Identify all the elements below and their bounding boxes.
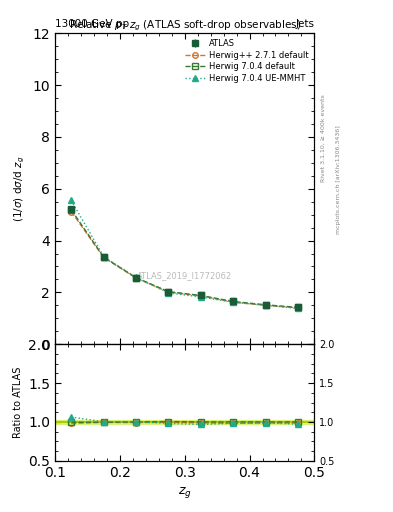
Herwig 7.0.4 UE-MMHT bbox=[101, 253, 106, 260]
Line: Herwig 7.0.4 UE-MMHT: Herwig 7.0.4 UE-MMHT bbox=[68, 198, 301, 311]
Herwig 7.0.4 default bbox=[198, 292, 203, 298]
Legend: ATLAS, Herwig++ 2.7.1 default, Herwig 7.0.4 default, Herwig 7.0.4 UE-MMHT: ATLAS, Herwig++ 2.7.1 default, Herwig 7.… bbox=[183, 37, 310, 84]
Herwig 7.0.4 UE-MMHT bbox=[134, 274, 138, 281]
Herwig 7.0.4 default bbox=[101, 254, 106, 260]
Herwig 7.0.4 default bbox=[231, 298, 236, 305]
X-axis label: $z_g$: $z_g$ bbox=[178, 485, 192, 500]
Y-axis label: $(1/\sigma)$ d$\sigma$/d $z_g$: $(1/\sigma)$ d$\sigma$/d $z_g$ bbox=[13, 156, 27, 222]
Title: Relative $p_T$ $z_g$ (ATLAS soft-drop observables): Relative $p_T$ $z_g$ (ATLAS soft-drop ob… bbox=[68, 19, 301, 33]
Text: mcplots.cern.ch [arXiv:1306.3436]: mcplots.cern.ch [arXiv:1306.3436] bbox=[336, 125, 341, 233]
Text: ATLAS_2019_I1772062: ATLAS_2019_I1772062 bbox=[137, 271, 232, 280]
Herwig++ 2.7.1 default bbox=[198, 293, 203, 299]
Herwig 7.0.4 UE-MMHT bbox=[166, 290, 171, 296]
Y-axis label: Ratio to ATLAS: Ratio to ATLAS bbox=[13, 367, 23, 438]
Text: Rivet 3.1.10, ≥ 400k events: Rivet 3.1.10, ≥ 400k events bbox=[320, 94, 325, 182]
Herwig 7.0.4 default bbox=[69, 207, 73, 213]
Herwig++ 2.7.1 default bbox=[166, 289, 171, 295]
Herwig++ 2.7.1 default bbox=[69, 208, 73, 215]
Herwig 7.0.4 UE-MMHT bbox=[69, 197, 73, 203]
Herwig++ 2.7.1 default bbox=[101, 254, 106, 261]
Line: Herwig++ 2.7.1 default: Herwig++ 2.7.1 default bbox=[68, 209, 301, 311]
Herwig++ 2.7.1 default bbox=[263, 302, 268, 308]
Text: 13000 GeV pp: 13000 GeV pp bbox=[55, 18, 129, 29]
Herwig 7.0.4 default bbox=[296, 304, 301, 310]
Herwig 7.0.4 UE-MMHT bbox=[263, 302, 268, 308]
Line: Herwig 7.0.4 default: Herwig 7.0.4 default bbox=[68, 207, 301, 310]
Herwig++ 2.7.1 default bbox=[134, 275, 138, 281]
Herwig 7.0.4 UE-MMHT bbox=[198, 294, 203, 300]
Bar bbox=[55, 420, 314, 424]
Text: Jets: Jets bbox=[296, 18, 314, 29]
Herwig 7.0.4 default bbox=[134, 274, 138, 281]
Herwig 7.0.4 UE-MMHT bbox=[231, 299, 236, 305]
Herwig++ 2.7.1 default bbox=[296, 305, 301, 311]
Herwig 7.0.4 default bbox=[263, 302, 268, 308]
Herwig 7.0.4 UE-MMHT bbox=[296, 305, 301, 311]
Herwig++ 2.7.1 default bbox=[231, 299, 236, 305]
Herwig 7.0.4 default bbox=[166, 289, 171, 295]
